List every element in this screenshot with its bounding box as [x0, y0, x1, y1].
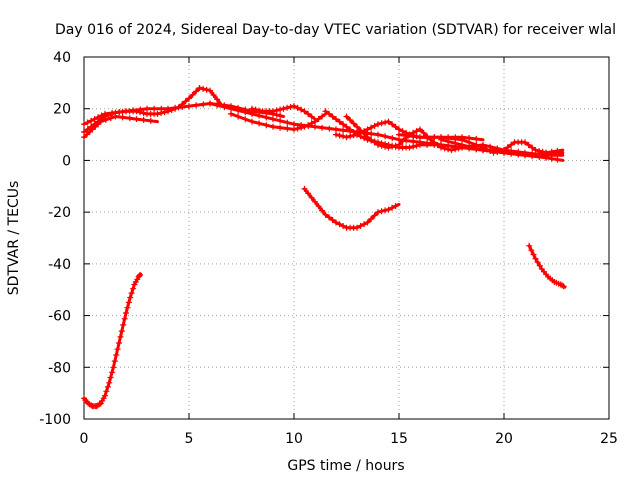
series-group — [81, 85, 567, 410]
series-markers-arc-6 — [228, 110, 326, 133]
y-tick-label: 20 — [53, 102, 71, 118]
y-tick-label: -40 — [48, 257, 71, 273]
series-markers-arc-14 — [526, 242, 567, 290]
y-tick-label: 40 — [53, 50, 71, 66]
axis-ticks — [83, 56, 610, 420]
y-tick-labels: -100 -80 -60 -40 -20 0 20 40 — [39, 50, 71, 428]
y-axis-label: SDTVAR / TECUs — [6, 181, 22, 296]
x-tick-label: 0 — [80, 431, 89, 447]
grid — [84, 57, 609, 419]
series-markers-arc-13 — [301, 185, 399, 231]
x-tick-label: 15 — [390, 431, 408, 447]
chart-title: Day 016 of 2024, Sidereal Day-to-day VTE… — [55, 22, 616, 38]
series-markers-arc-12 — [438, 136, 561, 159]
x-tick-label: 25 — [600, 431, 618, 447]
x-axis-label: GPS time / hours — [287, 458, 404, 474]
x-tick-label: 10 — [285, 431, 303, 447]
series-arc-14 — [527, 244, 567, 289]
y-tick-label: 0 — [62, 153, 71, 169]
x-tick-label: 20 — [495, 431, 513, 447]
series-markers-arc-1 — [81, 272, 143, 410]
x-tick-labels: 0 5 10 15 20 25 — [80, 431, 618, 447]
plot-frame — [83, 56, 610, 420]
series-arc-4 — [82, 115, 159, 139]
y-tick-label: -80 — [48, 360, 71, 376]
y-tick-label: -100 — [39, 412, 71, 428]
series-markers-arc-4 — [81, 113, 154, 141]
x-tick-label: 5 — [185, 431, 194, 447]
y-tick-label: -60 — [48, 309, 71, 325]
series-markers-arc-7 — [249, 103, 315, 120]
y-tick-label: -20 — [48, 205, 71, 221]
